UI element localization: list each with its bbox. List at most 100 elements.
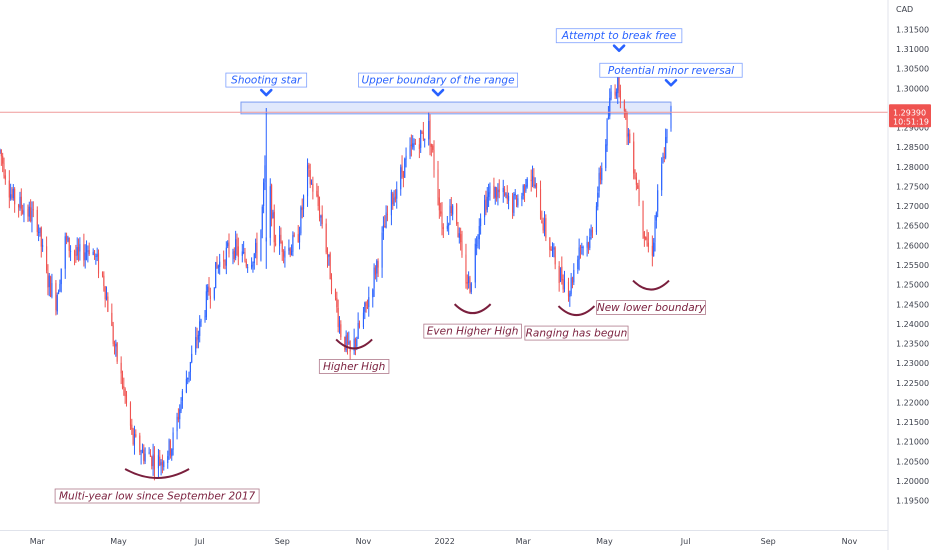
candle[interactable] xyxy=(513,192,515,217)
candle[interactable] xyxy=(104,285,106,308)
candle[interactable] xyxy=(623,99,625,118)
candle[interactable] xyxy=(567,277,570,302)
candle[interactable] xyxy=(409,137,411,160)
candle[interactable] xyxy=(293,232,295,238)
candle[interactable] xyxy=(12,184,14,201)
candle[interactable] xyxy=(614,84,616,100)
candle[interactable] xyxy=(446,215,448,232)
candle[interactable] xyxy=(334,288,337,301)
candle[interactable] xyxy=(590,224,592,240)
candle[interactable] xyxy=(326,247,329,268)
candle[interactable] xyxy=(179,404,181,429)
candle[interactable] xyxy=(20,188,22,216)
candle[interactable] xyxy=(113,340,116,355)
candle[interactable] xyxy=(74,249,76,266)
candle[interactable] xyxy=(292,231,294,257)
candle[interactable] xyxy=(505,192,507,199)
candle[interactable] xyxy=(261,204,263,239)
candle[interactable] xyxy=(18,203,20,218)
candle[interactable] xyxy=(105,286,108,301)
candle[interactable] xyxy=(619,84,621,109)
candle[interactable] xyxy=(288,239,290,255)
candle[interactable] xyxy=(634,169,636,180)
candle[interactable] xyxy=(70,245,72,262)
candle[interactable] xyxy=(177,408,179,423)
candle[interactable] xyxy=(245,258,247,269)
candle[interactable] xyxy=(561,256,563,285)
candle[interactable] xyxy=(36,206,38,237)
candle[interactable] xyxy=(466,274,468,290)
candle[interactable] xyxy=(508,192,510,210)
candle[interactable] xyxy=(281,240,283,261)
candle[interactable] xyxy=(101,271,104,278)
candle[interactable] xyxy=(645,236,647,241)
candle[interactable] xyxy=(200,318,202,327)
candle[interactable] xyxy=(441,202,443,236)
candle[interactable] xyxy=(354,337,357,356)
candle[interactable] xyxy=(151,455,153,470)
candle[interactable] xyxy=(432,144,434,153)
candle[interactable] xyxy=(562,274,564,293)
candle[interactable] xyxy=(280,227,282,244)
candle[interactable] xyxy=(635,172,637,191)
candle[interactable] xyxy=(345,330,347,353)
candle[interactable] xyxy=(59,279,61,293)
candle[interactable] xyxy=(390,189,392,226)
candle[interactable] xyxy=(627,127,629,146)
candle[interactable] xyxy=(318,196,321,222)
annotation-red[interactable]: Even Higher High xyxy=(423,303,522,339)
candle[interactable] xyxy=(27,204,29,222)
candle[interactable] xyxy=(551,242,554,258)
candle[interactable] xyxy=(85,240,88,261)
candle[interactable] xyxy=(346,332,349,355)
candle[interactable] xyxy=(172,427,174,456)
candle[interactable] xyxy=(494,186,496,205)
candle[interactable] xyxy=(283,249,285,264)
candle[interactable] xyxy=(514,189,516,200)
candle[interactable] xyxy=(336,291,338,313)
candle[interactable] xyxy=(271,183,273,227)
candle[interactable] xyxy=(476,236,478,256)
candle[interactable] xyxy=(123,377,125,396)
candle[interactable] xyxy=(582,245,584,256)
candle[interactable] xyxy=(265,107,267,269)
candle[interactable] xyxy=(275,234,277,247)
candle[interactable] xyxy=(95,253,97,265)
candle[interactable] xyxy=(412,135,414,150)
candle[interactable] xyxy=(2,152,4,173)
candle[interactable] xyxy=(180,397,182,414)
candle[interactable] xyxy=(450,196,452,217)
candle[interactable] xyxy=(535,183,538,198)
candle[interactable] xyxy=(84,244,86,269)
candle[interactable] xyxy=(133,425,136,455)
candle[interactable] xyxy=(541,210,543,224)
candle[interactable] xyxy=(10,183,12,201)
candle[interactable] xyxy=(55,280,57,316)
candle[interactable] xyxy=(663,147,665,163)
candle[interactable] xyxy=(195,326,197,355)
candle[interactable] xyxy=(365,301,367,313)
annotation-blue[interactable]: Attempt to break free xyxy=(555,28,683,53)
candle[interactable] xyxy=(50,275,52,298)
candle[interactable] xyxy=(260,229,262,262)
candle[interactable] xyxy=(340,320,342,341)
candle[interactable] xyxy=(337,299,339,333)
candle[interactable] xyxy=(429,114,431,156)
candle[interactable] xyxy=(460,227,462,251)
candle[interactable] xyxy=(237,237,239,266)
candle[interactable] xyxy=(384,215,386,228)
candle[interactable] xyxy=(638,179,640,207)
candle[interactable] xyxy=(68,237,70,258)
candle[interactable] xyxy=(357,312,359,339)
candle[interactable] xyxy=(461,230,463,258)
candle[interactable] xyxy=(605,139,607,172)
candle[interactable] xyxy=(0,149,2,166)
candle[interactable] xyxy=(135,429,137,438)
candle[interactable] xyxy=(607,106,609,120)
candle[interactable] xyxy=(655,211,657,229)
candle[interactable] xyxy=(112,321,114,347)
candle[interactable] xyxy=(216,256,218,269)
candle[interactable] xyxy=(338,316,341,334)
candle[interactable] xyxy=(148,447,150,455)
candle[interactable] xyxy=(442,223,444,238)
